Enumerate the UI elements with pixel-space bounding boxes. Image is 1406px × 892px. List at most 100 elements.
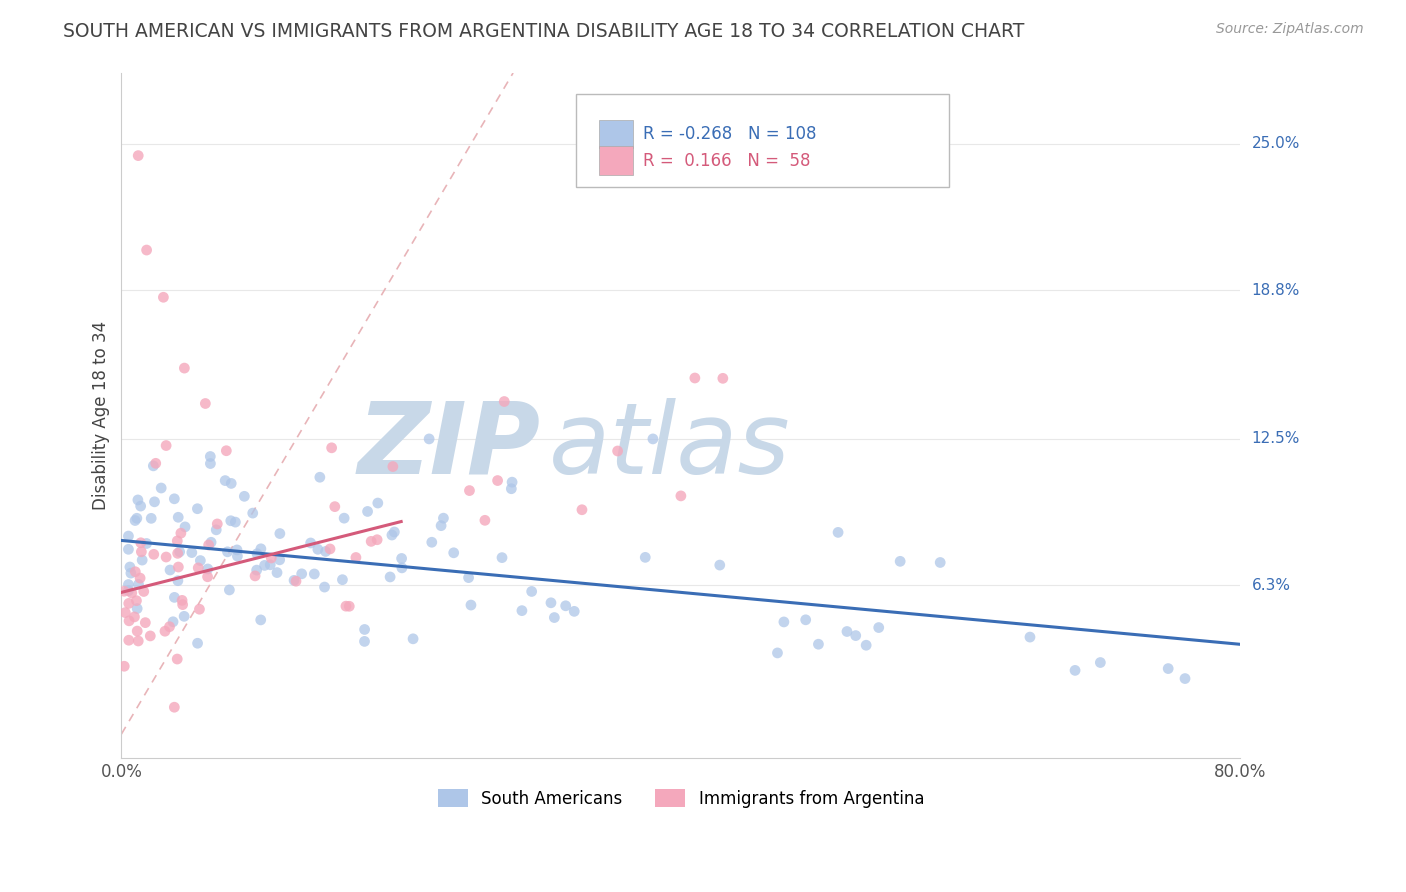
Point	[246, 547, 269, 561]
Point	[197, 538, 219, 552]
Point	[200, 457, 222, 471]
Point	[166, 533, 188, 548]
Point	[145, 456, 167, 470]
Point	[219, 514, 242, 528]
Point	[299, 536, 322, 550]
Point	[139, 629, 162, 643]
Point	[283, 574, 305, 588]
Point	[112, 659, 135, 673]
Point	[124, 565, 146, 579]
Point	[291, 566, 314, 581]
Point	[124, 514, 146, 528]
Text: 6.3%: 6.3%	[1251, 578, 1291, 593]
Point	[159, 563, 181, 577]
Point	[259, 558, 281, 572]
Point	[155, 549, 177, 564]
Point	[214, 474, 236, 488]
Point	[929, 556, 952, 570]
Point	[172, 598, 194, 612]
Point	[641, 432, 664, 446]
Point	[172, 593, 194, 607]
Point	[124, 610, 146, 624]
Point	[1090, 656, 1112, 670]
Point	[269, 553, 291, 567]
Point	[360, 534, 382, 549]
Point	[494, 394, 516, 409]
Point	[143, 495, 166, 509]
Point	[432, 511, 454, 525]
Point	[118, 633, 141, 648]
Point	[335, 599, 357, 614]
Point	[197, 562, 219, 576]
Text: 25.0%: 25.0%	[1251, 136, 1301, 152]
Point	[562, 604, 585, 618]
Point	[315, 544, 337, 558]
Text: R = -0.268   N = 108: R = -0.268 N = 108	[643, 125, 815, 143]
Point	[709, 558, 731, 572]
Point	[1064, 664, 1087, 678]
Point	[323, 500, 346, 514]
Text: ZIP: ZIP	[359, 398, 541, 495]
Point	[382, 524, 405, 539]
Point	[187, 636, 209, 650]
Point	[166, 652, 188, 666]
Point	[131, 545, 153, 559]
Point	[197, 570, 219, 584]
Point	[127, 492, 149, 507]
Point	[319, 541, 342, 556]
Point	[128, 577, 150, 591]
Point	[129, 571, 152, 585]
Text: 12.5%: 12.5%	[1251, 432, 1301, 446]
Point	[794, 613, 817, 627]
Point	[554, 599, 576, 613]
Point	[125, 511, 148, 525]
Point	[381, 528, 404, 542]
Point	[366, 533, 388, 547]
Point	[125, 593, 148, 607]
Point	[457, 571, 479, 585]
Point	[200, 450, 222, 464]
Point	[1157, 662, 1180, 676]
Point	[166, 546, 188, 560]
Point	[634, 550, 657, 565]
Point	[835, 624, 858, 639]
Point	[186, 501, 208, 516]
Point	[458, 483, 481, 498]
Point	[711, 371, 734, 385]
Point	[266, 566, 288, 580]
Point	[117, 583, 139, 598]
Point	[571, 502, 593, 516]
Point	[356, 504, 378, 518]
Point	[135, 536, 157, 550]
Point	[127, 601, 149, 615]
Point	[121, 586, 143, 600]
Point	[669, 489, 692, 503]
Point	[187, 561, 209, 575]
Point	[188, 553, 211, 567]
Point	[219, 476, 242, 491]
Point	[142, 547, 165, 561]
Point	[188, 602, 211, 616]
Point	[163, 700, 186, 714]
Point	[418, 432, 440, 446]
Point	[501, 482, 523, 496]
Point	[142, 458, 165, 473]
Point	[167, 560, 190, 574]
Point	[321, 441, 343, 455]
Point	[163, 491, 186, 506]
Point	[127, 148, 149, 162]
Point	[118, 614, 141, 628]
Point	[224, 515, 246, 529]
Point	[243, 569, 266, 583]
Point	[353, 634, 375, 648]
Point	[402, 632, 425, 646]
Point	[129, 535, 152, 549]
Point	[308, 470, 330, 484]
Point	[868, 621, 890, 635]
Point	[1174, 672, 1197, 686]
Point	[889, 554, 911, 568]
Point	[337, 599, 360, 614]
Point	[391, 561, 413, 575]
Text: R =  0.166   N =  58: R = 0.166 N = 58	[643, 152, 810, 169]
Point	[180, 545, 202, 559]
